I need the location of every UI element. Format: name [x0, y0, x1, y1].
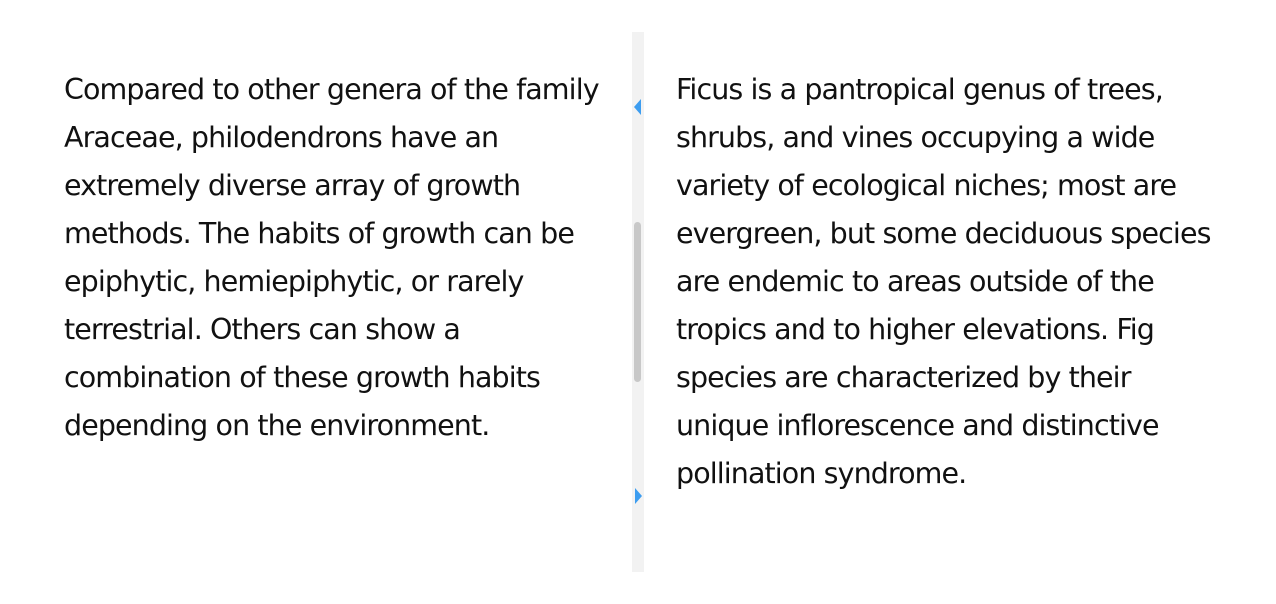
collapse-right-arrow-icon[interactable]	[635, 488, 642, 504]
right-pane-text: Ficus is a pantropical genus of trees, s…	[676, 73, 1211, 490]
splitter-bar[interactable]	[632, 32, 644, 572]
left-pane-text: Compared to other genera of the family A…	[64, 73, 600, 442]
collapse-left-arrow-icon[interactable]	[634, 99, 641, 115]
left-pane: Compared to other genera of the family A…	[64, 66, 604, 450]
splitter-handle[interactable]	[634, 222, 641, 382]
right-pane: Ficus is a pantropical genus of trees, s…	[676, 66, 1216, 498]
